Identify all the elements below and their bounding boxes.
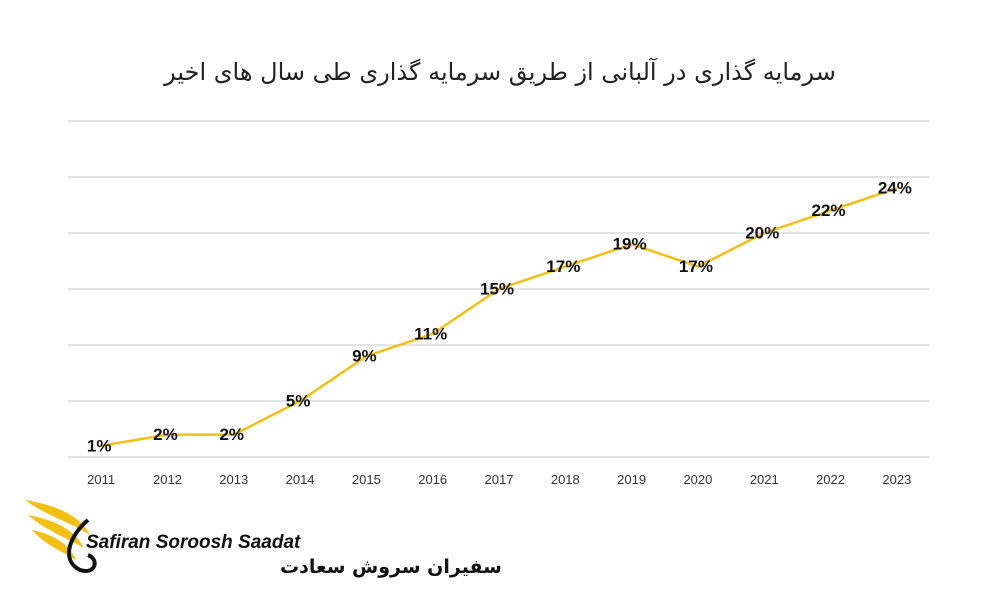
data-label: 20% bbox=[745, 223, 779, 242]
chart-title: سرمایه گذاری در آلبانی از طریق سرمایه گذ… bbox=[163, 57, 836, 86]
logo-wing bbox=[32, 530, 76, 560]
logo: Safiran Soroosh Saadat سفیران سروش سعادت bbox=[25, 500, 502, 578]
data-label: 19% bbox=[613, 235, 647, 254]
logo-swan bbox=[67, 518, 97, 573]
data-label: 2% bbox=[219, 425, 244, 444]
data-label: 9% bbox=[352, 347, 377, 366]
data-label: 24% bbox=[878, 179, 912, 198]
x-tick-label: 2021 bbox=[750, 472, 779, 487]
logo-name-fa: سفیران سروش سعادت bbox=[280, 556, 502, 578]
data-label: 17% bbox=[679, 257, 713, 276]
data-label: 2% bbox=[153, 425, 178, 444]
x-tick-label: 2022 bbox=[816, 472, 845, 487]
x-tick-label: 2015 bbox=[352, 472, 381, 487]
x-tick-label: 2011 bbox=[87, 472, 115, 487]
data-label: 11% bbox=[414, 324, 447, 343]
x-tick-label: 2017 bbox=[485, 472, 514, 487]
data-label: 22% bbox=[812, 201, 846, 220]
data-label: 5% bbox=[286, 391, 311, 410]
logo-wing bbox=[25, 500, 90, 535]
logo-wing bbox=[28, 515, 84, 548]
logo-name: Safiran Soroosh Saadat bbox=[86, 532, 301, 553]
x-tick-label: 2012 bbox=[153, 472, 182, 487]
x-tick-label: 2016 bbox=[418, 472, 447, 487]
x-tick-label: 2014 bbox=[286, 472, 315, 487]
line bbox=[100, 187, 898, 448]
x-tick-label: 2018 bbox=[551, 472, 580, 487]
data-label: 1% bbox=[87, 436, 112, 455]
data-label: 17% bbox=[546, 257, 580, 276]
data-label: 15% bbox=[480, 279, 514, 298]
x-tick-label: 2023 bbox=[882, 472, 911, 487]
x-tick-label: 2013 bbox=[219, 472, 248, 487]
x-tick-label: 2019 bbox=[617, 472, 646, 487]
x-tick-label: 2020 bbox=[683, 472, 712, 487]
